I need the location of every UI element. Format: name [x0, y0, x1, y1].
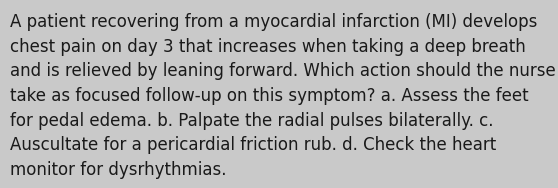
Text: A patient recovering from a myocardial infarction (MI) develops: A patient recovering from a myocardial i… — [10, 13, 537, 31]
Text: chest pain on day 3 that increases when taking a deep breath: chest pain on day 3 that increases when … — [10, 38, 526, 56]
Text: monitor for dysrhythmias.: monitor for dysrhythmias. — [10, 161, 227, 179]
Text: and is relieved by leaning forward. Which action should the nurse: and is relieved by leaning forward. Whic… — [10, 62, 556, 80]
Text: take as focused follow-up on this symptom? a. Assess the feet: take as focused follow-up on this sympto… — [10, 87, 528, 105]
Text: for pedal edema. b. Palpate the radial pulses bilaterally. c.: for pedal edema. b. Palpate the radial p… — [10, 112, 493, 130]
Text: Auscultate for a pericardial friction rub. d. Check the heart: Auscultate for a pericardial friction ru… — [10, 136, 496, 154]
